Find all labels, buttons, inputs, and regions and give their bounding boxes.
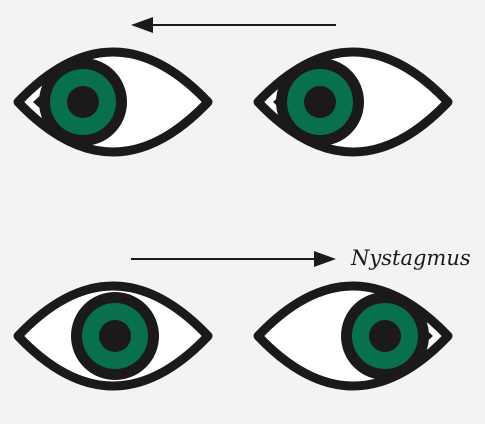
iris-group [276,58,364,146]
eye-icon [13,281,213,391]
eye-icon [253,281,453,391]
top-row [13,47,453,157]
iris-group [341,292,429,380]
caption-nystagmus: Nystagmus [350,246,471,270]
iris-group [71,292,159,380]
pupil [304,86,336,118]
arrow-left-icon [131,17,336,33]
iris-group [39,58,127,146]
pupil [99,320,131,352]
bottom-row [13,281,453,391]
arrow-bottom-head [314,251,336,267]
arrow-right-icon [131,251,336,267]
eye-icon [13,47,213,157]
arrow-top-head [131,17,153,33]
pupil [369,320,401,352]
eye-icon [253,47,453,157]
pupil [67,86,99,118]
